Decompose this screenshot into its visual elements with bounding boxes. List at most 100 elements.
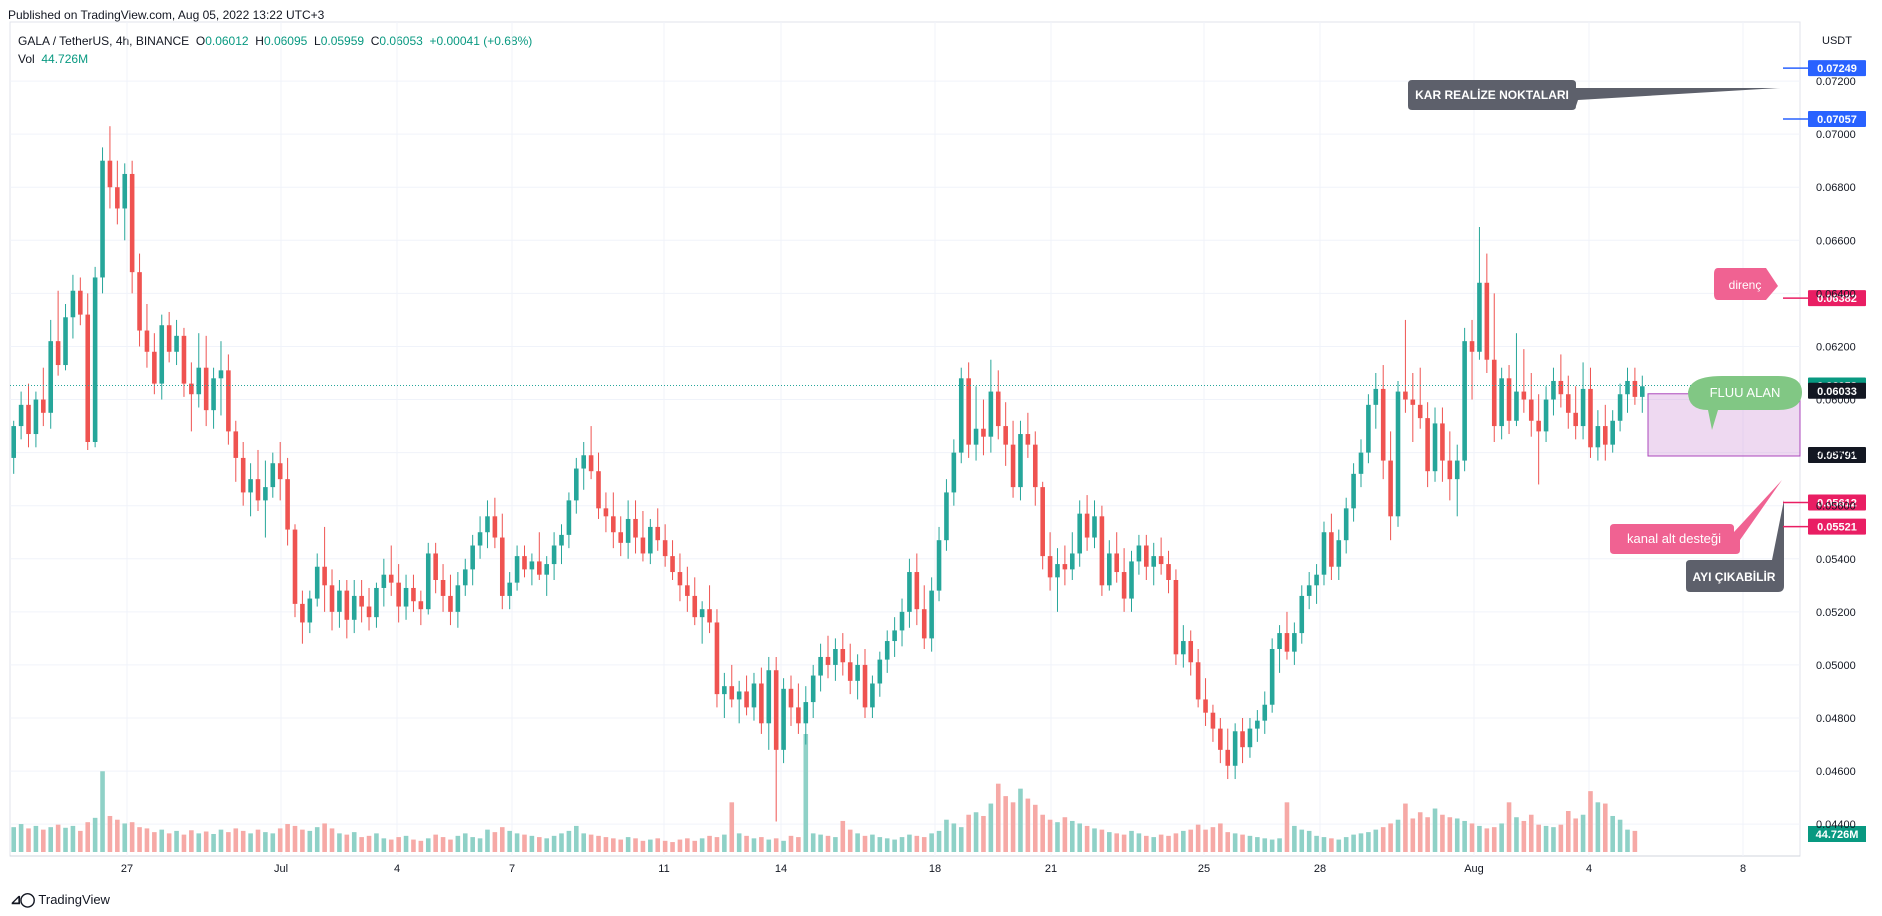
candle-body [773,670,779,750]
volume-bar [699,838,705,852]
candle [1499,367,1504,440]
candle-body [1491,359,1497,427]
volume-bar [803,734,809,852]
candle-body [951,452,957,493]
volume-bar [536,837,542,852]
candle-body [1129,561,1134,599]
candle-body [174,335,179,352]
volume-bar [366,835,372,852]
candle-body [907,572,912,612]
volume-bar [1632,830,1638,852]
candle [788,675,794,726]
candle [507,572,512,610]
volume-bar [1129,830,1134,852]
candle-body [862,664,868,708]
volume-bar [240,830,246,852]
candle [633,500,638,554]
candle [1536,394,1541,485]
y-tick-label: 0.04800 [1816,713,1856,725]
volume-bar [618,839,624,852]
volume-bar [907,834,912,852]
candle [248,463,253,517]
volume-bar [677,839,683,852]
candle [1299,585,1305,644]
kar-callout [1408,80,1780,110]
candle [662,524,668,567]
candle-body [189,383,194,395]
candle-body [677,572,683,586]
candle-body [314,566,320,599]
candle [240,442,246,506]
candle [1351,463,1356,522]
candle [448,574,453,626]
candle-body [277,463,283,480]
volume-bar [1528,814,1534,852]
volume-bar [1010,802,1016,852]
volume-bar [729,802,735,852]
kanal-label: kanal alt desteği [1627,531,1721,546]
candle [1595,410,1601,461]
candle-body [485,516,490,533]
candle [1003,402,1008,466]
volume-bar [840,820,846,852]
candle-body [788,688,794,708]
plot-frame [9,21,1801,857]
candle-body [1595,426,1601,448]
volume-bar [1232,833,1238,852]
candle [1640,375,1645,413]
volume-bar [1077,823,1082,852]
candle [1262,691,1268,734]
candle-body [1121,572,1127,599]
candle [1440,407,1445,482]
volume-bar [936,830,942,852]
candle-body [1499,378,1504,427]
volume-bar [966,814,971,852]
candle-body [796,707,801,724]
x-tick-label: 28 [1314,863,1326,875]
candle [958,367,964,464]
volume-bar [92,817,98,852]
candle [1602,404,1608,461]
candle-body [1225,749,1231,766]
volume-bar [1343,837,1349,852]
candle [499,513,505,610]
candle [1010,420,1016,498]
candle [1306,572,1312,610]
volume-bar [1292,825,1297,852]
candle [1210,704,1216,742]
volume-bar [1299,829,1305,852]
candle [137,253,142,347]
candle [11,420,16,474]
candle [514,545,520,591]
symbol-name: GALA / TetherUS, 4h, BINANCE [18,34,190,48]
candle-body [1025,434,1031,445]
candle [566,492,572,549]
volume-bar [899,837,905,852]
volume-bar [181,834,187,852]
volume-bar [448,839,453,852]
candle [144,304,150,368]
candle-body [396,582,401,607]
volume-bar [440,837,446,852]
volume-bar [773,838,779,852]
candle-body [1602,426,1608,445]
candle [462,558,468,596]
volume-tag [1808,826,1866,842]
volume-label: Vol [18,52,35,66]
volume-bar [115,819,120,852]
candle-body [1366,404,1371,453]
candle [433,542,438,594]
candle [536,532,542,580]
candle-body [425,553,431,610]
volume-bar [1195,824,1201,852]
candle-body [736,691,742,700]
candle [1469,319,1475,400]
candle-body [462,569,468,586]
volume-bar [1595,802,1601,852]
volume-bar [1306,830,1312,852]
candle [41,367,46,427]
candle-body [1292,633,1297,652]
candle [1388,431,1393,541]
volume-bar [292,825,298,852]
